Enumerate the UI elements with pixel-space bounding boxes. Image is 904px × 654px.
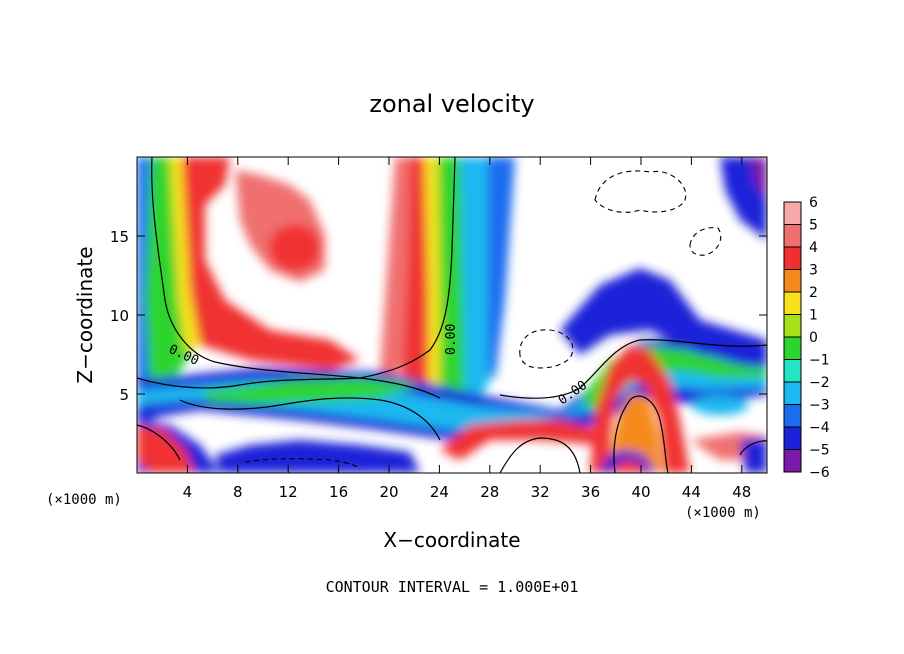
colorbar-tick-label: 1 xyxy=(809,308,818,324)
contour-label: 0.00 xyxy=(444,324,459,355)
x-axis-label: X−coordinate xyxy=(383,528,520,552)
y-axis-label: Z−coordinate xyxy=(73,246,97,383)
colorbar-swatch xyxy=(784,382,801,405)
colorbar-swatch xyxy=(784,247,801,270)
x-unit-label-right: (×1000 m) xyxy=(685,505,761,521)
y-tick-label: 15 xyxy=(110,228,129,246)
colorbar-swatch xyxy=(784,337,801,360)
colorbar-swatch xyxy=(784,202,801,225)
contour-interval-note: CONTOUR INTERVAL = 1.000E+01 xyxy=(326,578,579,596)
x-tick-label: 28 xyxy=(480,483,499,501)
colorbar-swatch xyxy=(784,269,801,293)
colorbar-swatch xyxy=(784,224,801,248)
colorbar-tick-label: 0 xyxy=(809,330,818,346)
colorbar-tick-label: −4 xyxy=(809,420,830,436)
x-tick-label: 40 xyxy=(631,483,650,501)
colorbar-tick-label: −1 xyxy=(809,353,830,369)
y-axis: 5 10 15 xyxy=(110,228,767,404)
x-axis: 4 8 12 16 20 24 28 32 36 40 44 48 xyxy=(183,157,751,501)
colorbar-tick-label: 5 xyxy=(809,218,818,234)
y-tick-label: 10 xyxy=(110,307,129,325)
colorbar-swatch xyxy=(784,359,801,383)
colorbar-swatch xyxy=(784,292,801,315)
x-tick-label: 48 xyxy=(732,483,751,501)
colorbar-tick-label: 3 xyxy=(809,263,818,279)
velocity-field xyxy=(137,157,767,473)
x-tick-label: 16 xyxy=(329,483,348,501)
x-tick-label: 12 xyxy=(279,483,298,501)
colorbar-swatch xyxy=(784,449,801,473)
colorbar-tick-label: −2 xyxy=(809,375,830,391)
x-tick-label: 20 xyxy=(379,483,398,501)
x-unit-label-left: (×1000 m) xyxy=(46,492,122,508)
colorbar-tick-label: −6 xyxy=(809,465,830,481)
x-tick-label: 44 xyxy=(682,483,701,501)
colorbar-tick-label: −5 xyxy=(809,443,830,459)
colorbar: 6 5 4 3 2 1 0 −1 −2 −3 −4 −5 −6 xyxy=(783,195,830,481)
plot-area: 0.00 0.00 0.00 4 8 12 16 20 24 28 32 36 40 44 48 51… xyxy=(110,156,768,501)
colorbar-swatch xyxy=(784,427,801,450)
colorbar-tick-label: 2 xyxy=(809,285,818,301)
colorbar-swatch xyxy=(784,314,801,338)
x-tick-label: 32 xyxy=(531,483,550,501)
y-tick-label: 5 xyxy=(119,386,129,404)
colorbar-tick-label: 6 xyxy=(809,195,818,211)
colorbar-swatch xyxy=(784,404,801,428)
x-tick-label: 4 xyxy=(183,483,193,501)
chart-title: zonal velocity xyxy=(369,90,534,118)
x-tick-label: 36 xyxy=(581,483,600,501)
x-tick-label: 24 xyxy=(430,483,449,501)
x-tick-label: 8 xyxy=(233,483,243,501)
colorbar-tick-label: 4 xyxy=(809,240,818,256)
colorbar-tick-label: −3 xyxy=(809,398,830,414)
